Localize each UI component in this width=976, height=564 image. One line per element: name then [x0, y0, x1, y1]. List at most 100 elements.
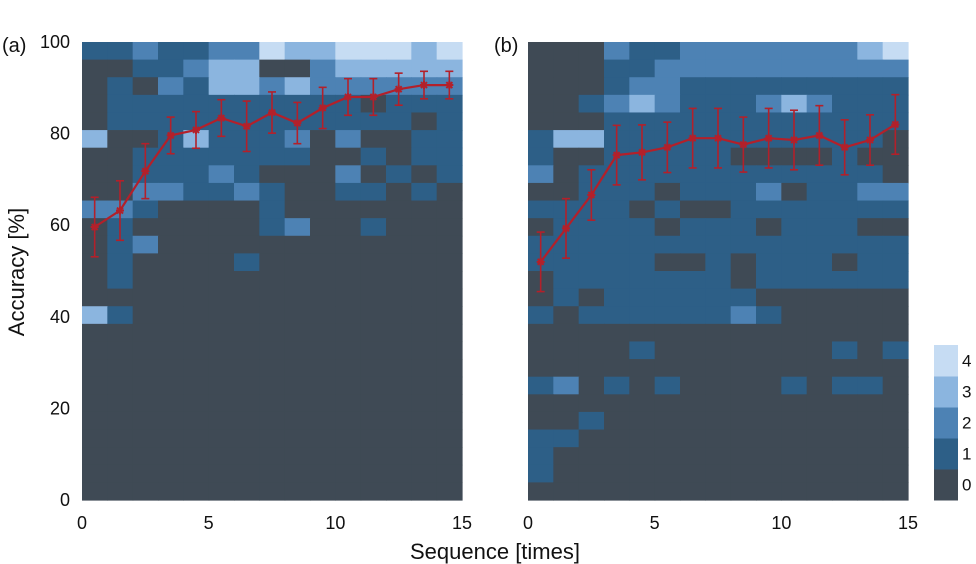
heatmap-cell	[107, 359, 134, 378]
heatmap-cell	[436, 394, 463, 413]
heatmap-cell	[335, 429, 362, 448]
heatmap-cell	[629, 464, 656, 483]
heatmap-cell	[386, 359, 412, 378]
heatmap-cell	[234, 182, 260, 202]
heatmap-cell	[882, 200, 909, 219]
heatmap-cell	[705, 165, 732, 184]
heatmap-cell	[553, 482, 580, 501]
heatmap-cell	[107, 341, 134, 360]
heatmap-cell	[756, 429, 782, 448]
data-point	[420, 81, 428, 90]
heatmap-cell	[208, 341, 235, 360]
heatmap-cell	[284, 59, 311, 78]
data-point	[445, 81, 454, 90]
heatmap-cell	[82, 323, 108, 343]
heatmap-cell	[310, 411, 336, 431]
heatmap-cell	[411, 165, 438, 184]
heatmap-cell	[234, 429, 260, 448]
heatmap-cell	[234, 271, 260, 290]
heatmap-cell	[234, 394, 260, 413]
heatmap-cell	[411, 341, 438, 360]
heatmap-cell	[183, 235, 210, 254]
heatmap-cell	[756, 464, 782, 483]
heatmap-cell	[411, 482, 438, 501]
heatmap-cell	[654, 288, 681, 307]
data-point	[663, 143, 672, 152]
heatmap-cell	[284, 359, 311, 378]
heatmap-cell	[680, 341, 706, 360]
heatmap-cell	[107, 130, 134, 149]
heatmap-cell	[730, 411, 757, 431]
heatmap-cell	[629, 77, 656, 96]
heatmap-cell	[756, 165, 782, 184]
data-point	[587, 190, 596, 199]
heatmap-cell	[107, 112, 134, 131]
heatmap-cell	[284, 165, 311, 184]
heatmap-cell	[183, 464, 210, 483]
heatmap-cell	[183, 94, 210, 114]
heatmap-cell	[832, 253, 858, 272]
heatmap-cell	[857, 200, 884, 219]
heatmap-cell	[411, 218, 438, 237]
heatmap-cell	[132, 429, 159, 448]
heatmap-cell	[335, 182, 362, 202]
heatmap-cell	[781, 394, 808, 413]
heatmap-cell	[528, 130, 554, 149]
heatmap-cell	[132, 482, 159, 501]
heatmap-cell	[680, 94, 706, 114]
heatmap-cell	[528, 77, 554, 96]
heatmap-cell	[604, 200, 630, 219]
heatmap-cell	[436, 218, 463, 237]
x-tick-label: 5	[204, 513, 214, 533]
heatmap-cell	[208, 182, 235, 202]
heatmap-cell	[82, 271, 108, 290]
heatmap-cell	[553, 42, 580, 61]
heatmap-cell	[335, 359, 362, 378]
heatmap-cell	[705, 306, 732, 325]
heatmap-cell	[132, 253, 159, 272]
heatmap-cell	[411, 376, 438, 395]
heatmap-cell	[756, 376, 782, 395]
heatmap-cell	[629, 411, 656, 431]
heatmap-cell	[654, 341, 681, 360]
heatmap-cell	[882, 341, 909, 360]
heatmap-cell	[107, 411, 134, 431]
heatmap-cell	[259, 253, 286, 272]
heatmap-cell	[183, 288, 210, 307]
heatmap-cell	[756, 411, 782, 431]
heatmap-cell	[107, 253, 134, 272]
panel-label: (b)	[494, 35, 518, 57]
heatmap-cell	[857, 429, 884, 448]
heatmap-cell	[806, 200, 833, 219]
heatmap-cell	[629, 376, 656, 395]
heatmap-cell	[528, 288, 554, 307]
heatmap-cell	[832, 42, 858, 61]
heatmap-cell	[132, 42, 159, 61]
heatmap-cell	[857, 165, 884, 184]
heatmap-cell	[82, 77, 108, 96]
heatmap-cell	[756, 42, 782, 61]
heatmap-cell	[730, 200, 757, 219]
heatmap-cell	[806, 182, 833, 202]
heatmap-cell	[705, 235, 732, 254]
heatmap-cell	[107, 235, 134, 254]
heatmap-cell	[781, 447, 808, 466]
heatmap-cell	[578, 253, 605, 272]
heatmap-cell	[132, 130, 159, 149]
heatmap-cell	[335, 464, 362, 483]
heatmap-cell	[578, 341, 605, 360]
heatmap-cell	[436, 464, 463, 483]
heatmap-cell	[411, 42, 438, 61]
heatmap-cell	[781, 376, 808, 395]
x-tick-label: 0	[523, 513, 533, 533]
heatmap-cell	[553, 323, 580, 343]
heatmap-cell	[604, 253, 630, 272]
heatmap-cell	[629, 447, 656, 466]
heatmap-cell	[411, 359, 438, 378]
heatmap-cell	[604, 376, 630, 395]
heatmap-cell	[284, 271, 311, 290]
heatmap-cell	[857, 77, 884, 96]
heatmap-cell	[208, 429, 235, 448]
heatmap-cell	[832, 394, 858, 413]
heatmap-cell	[82, 165, 108, 184]
